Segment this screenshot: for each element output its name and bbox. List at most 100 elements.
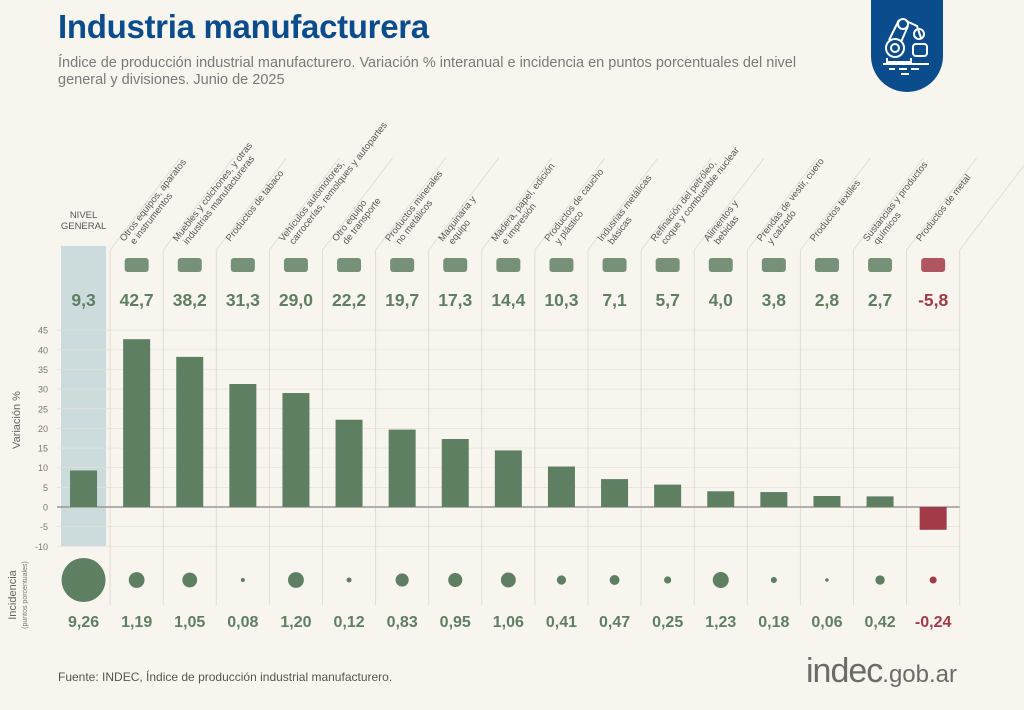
incidence-label: 0,41: [546, 614, 577, 631]
refinery-icon: [655, 258, 680, 272]
bar: [388, 429, 416, 507]
label-guide: [746, 157, 818, 251]
incidence-axis-subtitle: (puntos porcentuales): [22, 561, 29, 629]
metal-coil-icon: [602, 258, 627, 272]
bar: [70, 470, 98, 507]
category-label-line: industrias manufactureras: [181, 154, 257, 247]
page-subtitle: Índice de producción industrial manufact…: [58, 55, 797, 88]
value-label: 42,7: [120, 290, 154, 310]
label-guide: [162, 157, 234, 251]
y-tick-label: 0: [43, 503, 48, 513]
bar: [176, 356, 204, 507]
bar: [282, 393, 310, 507]
motorcycle-icon: [337, 258, 362, 272]
value-label: 38,2: [173, 290, 207, 310]
y-tick-label: -5: [40, 522, 48, 532]
paper-icon: [496, 258, 521, 272]
incidence-bubble: [770, 576, 777, 584]
y-tick-label: 35: [38, 365, 48, 375]
category-label: NIVEL: [70, 210, 97, 221]
cement-mixer-icon: [390, 258, 415, 272]
screw-icon: [921, 258, 946, 272]
incidence-label: 0,47: [599, 614, 630, 631]
incidence-bubble: [609, 575, 620, 585]
incidence-bubble: [182, 572, 198, 588]
incidence-label: 0,06: [811, 614, 842, 631]
yarn-spool-icon: [814, 258, 839, 272]
y-tick-label: 45: [38, 326, 48, 336]
value-label: 7,1: [602, 290, 627, 310]
bar: [654, 484, 682, 507]
y-tick-label: 5: [43, 483, 48, 493]
laptop-icon-shape: [124, 258, 149, 272]
category-label: Productos de metal: [914, 173, 973, 244]
category-label-line: Productos de metal: [914, 173, 973, 244]
label-guide: [693, 157, 765, 251]
incidence-bubble: [500, 572, 516, 588]
bar: [547, 466, 575, 507]
laptop-icon: [124, 258, 149, 272]
label-guide: [109, 157, 181, 251]
incidence-bubble: [875, 575, 885, 585]
page-title: Industria manufacturera: [58, 8, 429, 45]
label-guide: [959, 164, 1024, 251]
incidence-bubble: [395, 573, 409, 587]
robot-arm-icon: [883, 18, 929, 75]
label-guide: [428, 157, 500, 251]
bar: [760, 492, 788, 507]
label-guide: [322, 157, 393, 251]
tractor-icon: [443, 258, 468, 272]
incidence-label: 0,83: [387, 614, 418, 631]
bar: [441, 439, 469, 507]
value-label: 19,7: [385, 290, 419, 310]
incidence-label: 0,12: [333, 614, 364, 631]
bar: [494, 450, 522, 507]
label-guide: [215, 157, 287, 251]
label-guide: [481, 157, 553, 251]
label-guide: [269, 157, 340, 251]
incidence-bubble: [825, 578, 829, 582]
label-guide: [906, 157, 977, 251]
bar: [229, 383, 257, 507]
value-label: 2,7: [868, 290, 892, 310]
cement-mixer-icon-shape: [390, 258, 415, 272]
value-label: 22,2: [332, 290, 366, 310]
incidence-axis-title: Incidencia: [7, 569, 19, 619]
incidence-label: 0,25: [652, 614, 683, 631]
refinery-icon-shape: [655, 258, 680, 272]
logo-main: indec: [806, 652, 883, 690]
bar: [707, 491, 735, 507]
sweater-icon-shape: [761, 258, 786, 272]
incidence-label: 1,20: [280, 614, 311, 631]
category-label: Vehículos automotores,carrocerías, remol…: [277, 120, 390, 247]
bar: [813, 495, 841, 507]
source-note: Fuente: INDEC, Índice de producción indu…: [58, 670, 393, 684]
y-tick-label: 30: [38, 385, 48, 395]
tire-icon-shape: [549, 258, 574, 272]
logo-suffix: .gob.ar: [882, 661, 957, 688]
pipe-icon: [230, 258, 255, 272]
pipe-icon-shape: [230, 258, 255, 272]
bar: [866, 496, 894, 507]
y-tick-label: -10: [35, 542, 48, 552]
bar: [601, 479, 629, 507]
incidence-bubble: [664, 576, 672, 584]
value-label: 10,3: [544, 290, 578, 310]
incidence-bubble: [448, 572, 463, 588]
y-tick-label: 10: [38, 463, 48, 473]
category-label: GENERAL: [61, 221, 106, 232]
label-guide: [853, 157, 924, 251]
screw-icon-shape: [921, 258, 946, 272]
incidence-label: 0,08: [227, 614, 258, 631]
category-badge: [871, 0, 943, 92]
incidence-bubble: [929, 576, 937, 584]
cabinet-icon-shape: [177, 258, 202, 272]
value-label: 5,7: [655, 290, 679, 310]
value-label: 17,3: [438, 290, 472, 310]
incidence-label: 1,23: [705, 614, 736, 631]
paper-icon-shape: [496, 258, 521, 272]
tire-icon: [549, 258, 574, 272]
